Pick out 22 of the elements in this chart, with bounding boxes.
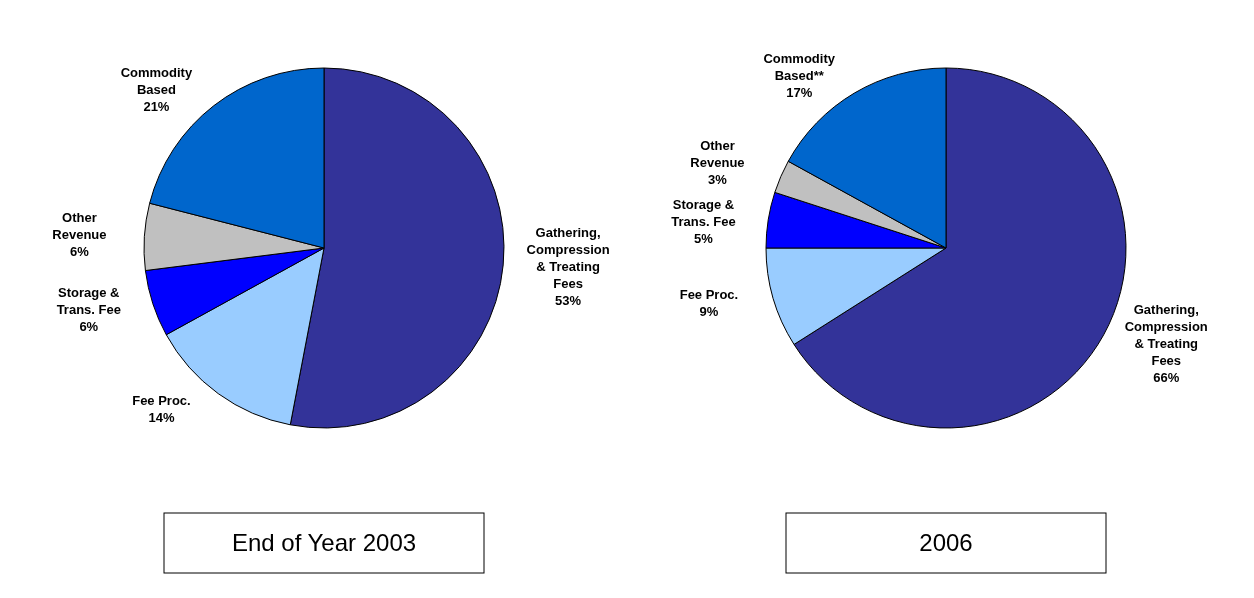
data-label: 66% [1153,370,1180,386]
data-label: 21% [143,98,170,114]
data-label: 6% [70,244,90,260]
data-label: 3% [708,172,728,188]
data-label: 9% [699,304,719,320]
slice-label: Other Revenue [690,138,745,171]
text: 2006 [919,529,973,556]
slice-label: Gathering, Compression & Treating Fees [526,224,610,291]
data-label: 14% [148,410,175,426]
slice-label: Fee Proc. [132,393,191,409]
data-label: 6% [79,318,99,334]
data-label: 5% [694,231,714,247]
slice-label: Other Revenue [52,210,107,243]
slice-label: Commodity Based [120,64,193,97]
slice-label: Storage & Trans. Fee [671,197,736,230]
data-label: 17% [786,84,813,100]
slice-label: Gathering, Compression & Treating Fees [1124,302,1208,369]
data-label: 53% [555,292,582,308]
text: End of Year 2003 [231,529,417,556]
slice-label: Storage & Trans. Fee [56,284,121,317]
slice-label: Commodity Based** [763,50,836,83]
slice-label: Fee Proc. [679,287,739,303]
